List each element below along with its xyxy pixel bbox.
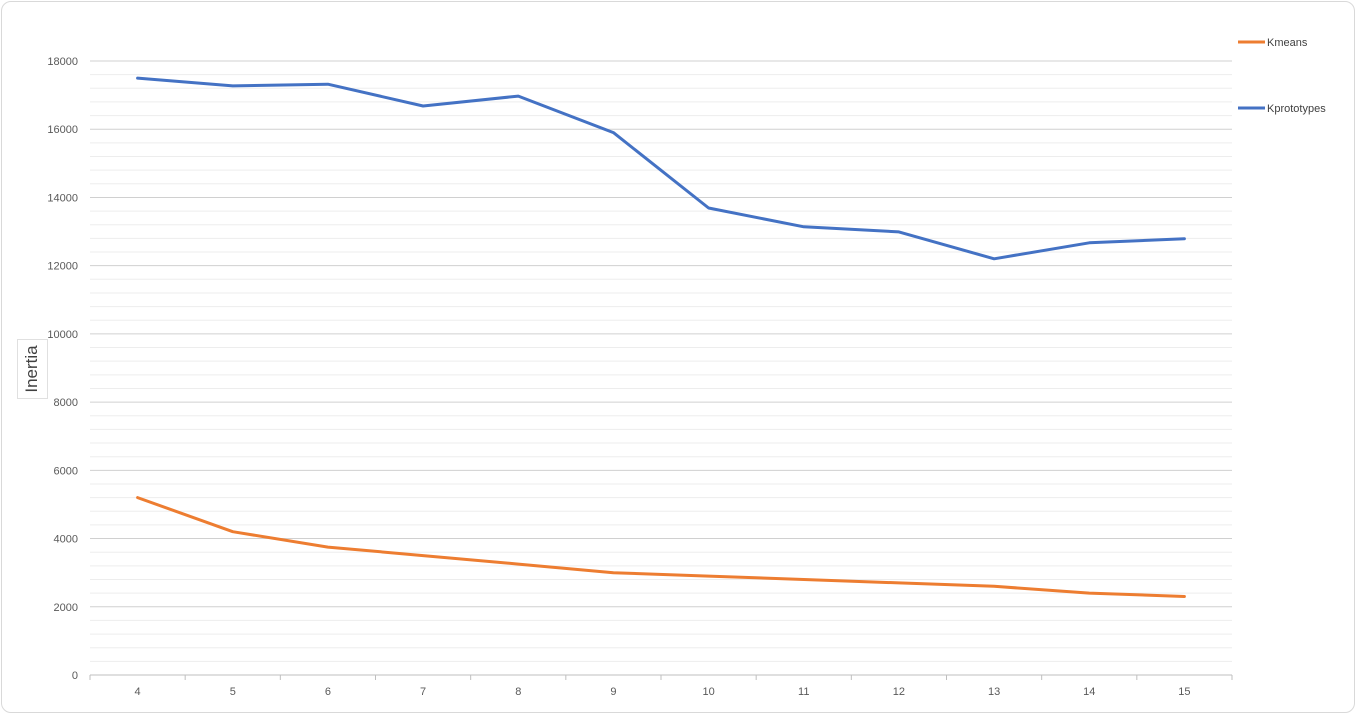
y-tick-label: 10000	[47, 329, 78, 341]
y-tick-label: 14000	[47, 192, 78, 204]
x-tick-label: 13	[988, 686, 1000, 698]
x-axis-ticks: 4 5 6 7 8 9 10 11 12 13 14 15	[89, 675, 1233, 698]
y-tick-label: 2000	[54, 602, 78, 614]
x-tick-label: 6	[325, 686, 331, 698]
y-axis-label-box	[17, 339, 48, 399]
x-tick-label: 14	[1083, 686, 1095, 698]
x-tick-label: 4	[135, 686, 141, 698]
x-tick-label: 10	[702, 686, 714, 698]
y-axis-ticks: 0 2000 4000 6000 8000 10000 12000 14000 16000 180…	[47, 56, 78, 682]
y-tick-label: 8000	[54, 397, 78, 409]
x-tick-label: 8	[515, 686, 521, 698]
y-tick-label: 0	[72, 670, 78, 682]
y-tick-label: 12000	[47, 261, 78, 273]
legend-label-kmeans: Kmeans	[1267, 37, 1308, 49]
y-tick-label: 4000	[54, 534, 78, 546]
y-tick-label: 16000	[47, 124, 78, 136]
y-tick-label: 6000	[54, 465, 78, 477]
series-lines	[136, 76, 1186, 598]
x-tick-label: 15	[1178, 686, 1190, 698]
legend: Kmeans Kprototypes	[1238, 37, 1326, 115]
x-tick-label: 5	[230, 686, 236, 698]
gridlines	[90, 60, 1232, 676]
y-tick-label: 18000	[47, 56, 78, 68]
y-axis-label: Inertia	[22, 345, 41, 393]
x-tick-label: 7	[420, 686, 426, 698]
legend-label-kprototypes: Kprototypes	[1267, 103, 1326, 115]
series-line-kmeans	[136, 496, 1186, 598]
x-tick-label: 12	[893, 686, 905, 698]
x-tick-label: 9	[610, 686, 616, 698]
series-line-kprototypes	[136, 76, 1186, 261]
x-tick-label: 11	[798, 686, 809, 698]
